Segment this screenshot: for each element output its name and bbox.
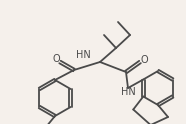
Text: HN: HN bbox=[121, 87, 135, 97]
Text: O: O bbox=[52, 54, 60, 64]
Text: HN: HN bbox=[76, 50, 90, 60]
Text: O: O bbox=[140, 55, 148, 65]
